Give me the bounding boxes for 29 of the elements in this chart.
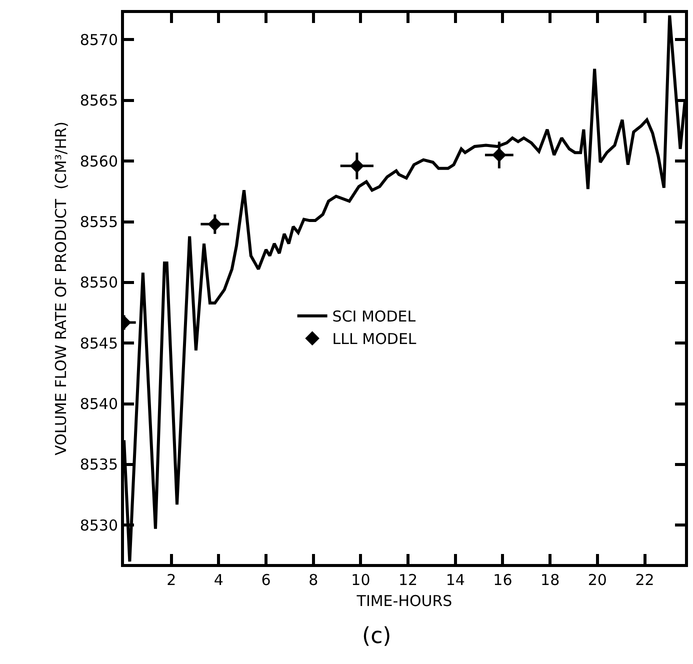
x-tick-label: 4 [214,571,224,589]
point [492,148,506,162]
x-tick-label: 20 [588,571,607,589]
x-tick-label: 10 [351,571,370,589]
y-tick-label: 8570 [80,30,118,49]
y-tick-label: 8530 [80,516,118,534]
x-tick-label: 8 [308,571,318,589]
point [208,217,222,232]
x-tick-label: 16 [493,571,512,589]
x-tick-label: 6 [261,571,271,589]
point [350,158,364,174]
x-tick-label: 22 [635,571,654,589]
y-tick-label: 8560 [80,152,118,170]
y-tick-label: 8565 [80,92,118,110]
legend-label: SCI MODEL [332,308,416,326]
y-tick-label: 8545 [80,334,118,352]
text: (c) [362,624,392,649]
x-tick-label: 14 [446,571,465,589]
x-tick-label: 18 [540,571,560,589]
y-axis-title: VOLUME FLOW RATE OF PRODUCT (CM³/HR) [52,122,70,456]
x-tick-label: 2 [166,571,176,589]
y-tick-label: 8550 [80,274,118,292]
x-axis-title: TIME-HOURS [356,592,452,610]
y-tick-label: 8535 [80,456,118,474]
y-tick-label: 8555 [80,213,118,231]
legend-label: LLL MODEL [332,330,417,348]
y-tick-label: 8540 [80,395,118,414]
line-series [124,14,685,564]
x-tick-label: 12 [398,571,418,589]
